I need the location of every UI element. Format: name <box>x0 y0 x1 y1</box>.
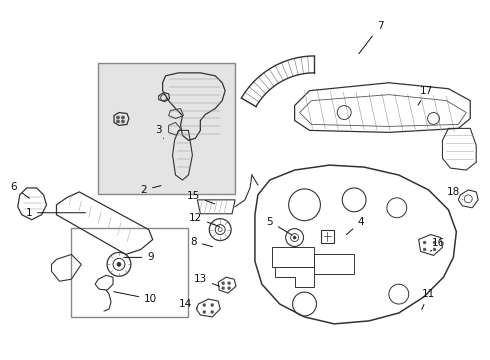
Text: 8: 8 <box>190 237 213 247</box>
Text: 17: 17 <box>418 86 433 105</box>
Text: 9: 9 <box>124 252 154 262</box>
Circle shape <box>221 287 224 290</box>
Circle shape <box>122 120 124 123</box>
Text: 2: 2 <box>141 185 161 195</box>
Circle shape <box>122 116 124 119</box>
Circle shape <box>228 287 231 290</box>
Text: 10: 10 <box>114 292 157 304</box>
Text: 5: 5 <box>267 217 292 235</box>
Text: 3: 3 <box>155 125 164 138</box>
Bar <box>98 63 235 194</box>
Text: 12: 12 <box>189 213 220 227</box>
Circle shape <box>433 241 436 244</box>
Circle shape <box>433 248 436 251</box>
Text: 13: 13 <box>194 274 220 286</box>
Circle shape <box>423 241 426 244</box>
Circle shape <box>293 236 296 239</box>
Circle shape <box>211 310 214 314</box>
Text: 15: 15 <box>187 191 215 204</box>
Circle shape <box>221 282 224 285</box>
Circle shape <box>423 248 426 251</box>
Text: 1: 1 <box>25 208 85 218</box>
Text: 18: 18 <box>447 187 462 200</box>
Circle shape <box>117 116 120 119</box>
Text: 16: 16 <box>431 238 445 251</box>
Circle shape <box>211 303 214 306</box>
Circle shape <box>117 262 121 266</box>
Text: 6: 6 <box>10 182 29 198</box>
Circle shape <box>203 310 206 314</box>
Circle shape <box>117 120 120 123</box>
Text: 14: 14 <box>179 299 197 309</box>
Bar <box>72 228 189 317</box>
Text: 11: 11 <box>422 289 435 310</box>
Circle shape <box>228 282 231 285</box>
Text: 4: 4 <box>346 217 365 235</box>
Circle shape <box>203 303 206 306</box>
Text: 7: 7 <box>359 21 383 54</box>
